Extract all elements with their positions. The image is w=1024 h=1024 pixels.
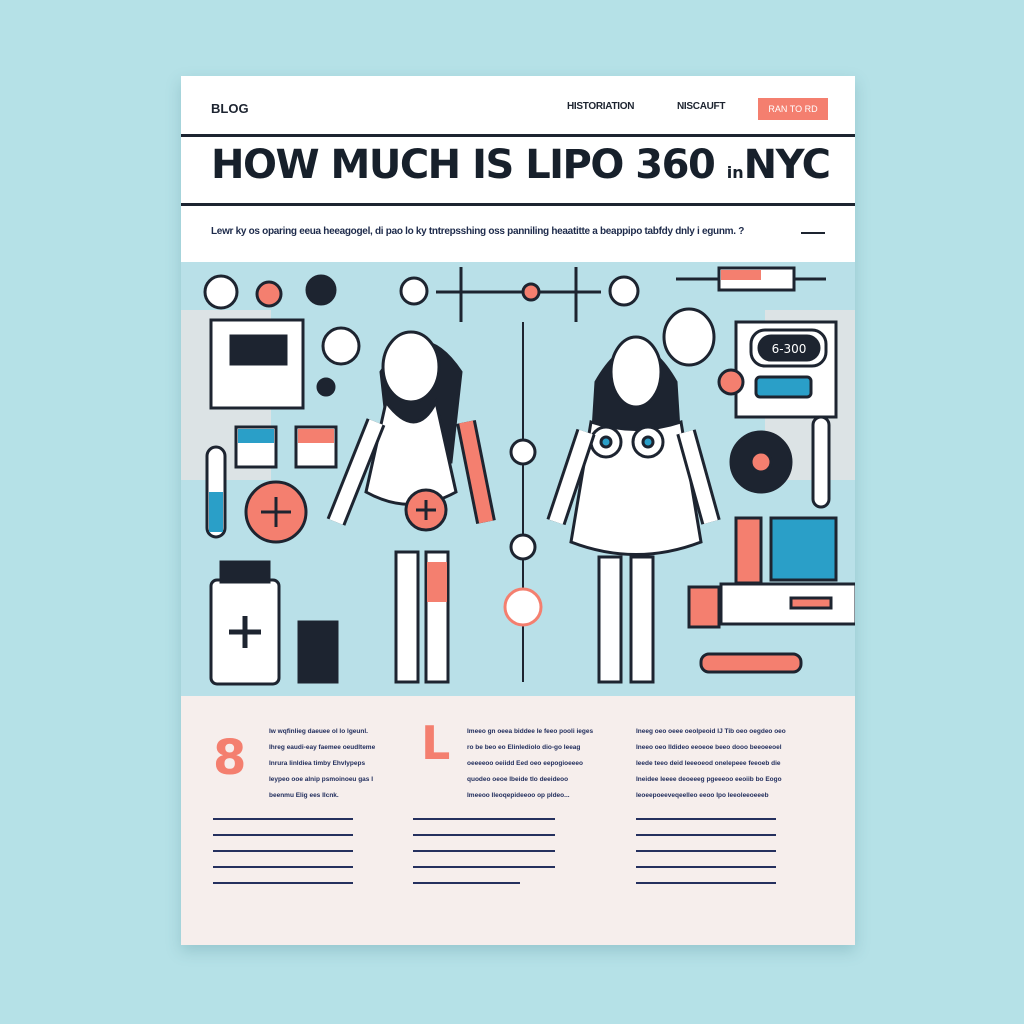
- text-line: Inrura Iinldiea timby Ehvlypeps: [269, 760, 366, 767]
- text-line: Ieypeo ooe alnip psmoinoeu gas I: [269, 776, 374, 783]
- page-title: HOW MUCH IS LIPO 360 inNYC: [211, 142, 841, 188]
- text-bar: [413, 882, 520, 884]
- text-line: Iw wqfinlieg daeuee ol lo lgeunl.: [269, 728, 368, 735]
- text-line: Ihreg eaudi-eay faemee oeudlteme: [269, 744, 376, 751]
- text-line: oeeeeoo oeiidd Eed oeo eepogioeeeo: [467, 760, 583, 767]
- text-bar: [213, 850, 353, 852]
- text-bar: [413, 866, 555, 868]
- text-line: Imeeo gn oeea biddee Ie feeo pooli ieges: [467, 728, 594, 735]
- text-bar: [213, 834, 353, 836]
- text-line: ro be beo eo Elinlediolo dio-go Ieeag: [467, 744, 581, 751]
- column-2-body: [413, 804, 555, 898]
- nav-item-2[interactable]: NISCAUFT: [677, 101, 726, 112]
- column-2-intro: Imeeo gn oeea biddee Ie feeo pooli ieges…: [467, 724, 627, 804]
- device-readout: 6-300: [772, 342, 807, 356]
- illustration: 6-300: [181, 262, 855, 696]
- text-bar: [636, 850, 776, 852]
- column-1-body: [213, 804, 353, 898]
- text-line: Imeeoo Ileoqepideeoo op pldeo...: [467, 792, 570, 799]
- title-small: in: [726, 163, 744, 182]
- blog-page: BLOG HISTORIATION NISCAUFT RAN TO RD HOW…: [181, 76, 855, 945]
- header: BLOG HISTORIATION NISCAUFT RAN TO RD: [181, 76, 855, 137]
- text-line: beenmu Elig ees Ilcnk.: [269, 792, 339, 799]
- text-bar: [213, 818, 353, 820]
- text-bar: [636, 818, 776, 820]
- nav-item-1[interactable]: HISTORIATION: [567, 101, 635, 112]
- text-bar: [636, 834, 776, 836]
- text-bar: [213, 882, 353, 884]
- title-main: HOW MUCH IS LIPO 360: [211, 142, 716, 188]
- divider: [181, 203, 855, 206]
- text-line: Ineeo oeo Ildideo eeoeoe beeo dooo beeoe…: [636, 744, 782, 751]
- column-3-intro: Ineeg oeo oeee oeolpeoid IJ Tib oeo oegd…: [636, 724, 816, 804]
- text-bar: [636, 882, 776, 884]
- text-line: Ieede teeo deid Ieeeoeod onelepeee feeoe…: [636, 760, 781, 767]
- title-end: NYC: [743, 142, 831, 188]
- text-line: Ineeg oeo oeee oeolpeoid IJ Tib oeo oegd…: [636, 728, 786, 735]
- text-line: Ineidee Ieeee deoeeeg pgeeeoo eeoiib bo …: [636, 776, 782, 783]
- text-line: quodeo oeoe lbeide tlo deeideoo: [467, 776, 569, 783]
- article-body: 8 L Iw wqfinlieg daeuee ol lo lgeunl. Ih…: [181, 696, 855, 945]
- drop-cap-1: 8: [213, 730, 247, 786]
- column-1-intro: Iw wqfinlieg daeuee ol lo lgeunl. Ihreg …: [269, 724, 419, 804]
- text-bar: [413, 850, 555, 852]
- text-bar: [413, 834, 555, 836]
- blog-logo[interactable]: BLOG: [211, 101, 249, 116]
- cta-button[interactable]: RAN TO RD: [758, 98, 828, 120]
- text-bar: [413, 818, 555, 820]
- subtitle: Lewr ky os oparing eeua heeagogel, di pa…: [211, 226, 745, 237]
- text-bar: [213, 866, 353, 868]
- column-3-body: [636, 804, 776, 898]
- dash-divider: [801, 232, 825, 234]
- drop-cap-2: L: [421, 716, 451, 770]
- text-line: Ieoeepoeeveqeelleo eeoo Ipo Ieeoleeoeeeb: [636, 792, 769, 799]
- text-bar: [636, 866, 776, 868]
